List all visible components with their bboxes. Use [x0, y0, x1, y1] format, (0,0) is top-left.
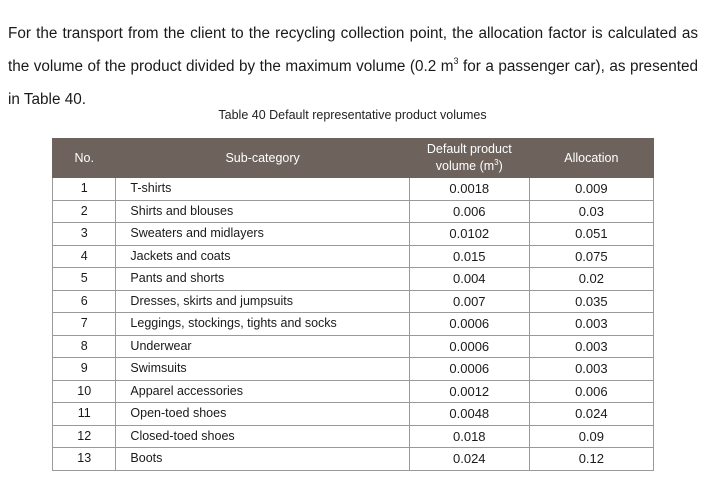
- cell-allocation: 0.12: [528, 447, 655, 471]
- cell-no: 5: [51, 267, 117, 291]
- cell-allocation: 0.006: [528, 379, 655, 403]
- paragraph-text-2: for a passenger car), as presented in Ta…: [8, 58, 698, 109]
- cell-sub-category: Pants and shorts: [115, 267, 410, 291]
- table-row: 11 Open-toed shoes 0.0048 0.024: [51, 402, 655, 426]
- cell-allocation: 0.003: [528, 357, 655, 381]
- cell-no: 8: [51, 334, 117, 358]
- cell-sub-category: Dresses, skirts and jumpsuits: [115, 289, 410, 313]
- cell-allocation: 0.09: [528, 424, 655, 448]
- cell-sub-category: Open-toed shoes: [115, 402, 410, 426]
- table-row: 12 Closed-toed shoes 0.018 0.09: [51, 424, 655, 448]
- paragraph-text-1: For the transport from the client to the…: [8, 25, 698, 76]
- cell-no: 12: [51, 424, 117, 448]
- cell-sub-category: Apparel accessories: [115, 379, 410, 403]
- cell-volume: 0.018: [408, 424, 530, 448]
- cell-volume: 0.0048: [408, 402, 530, 426]
- cell-volume: 0.006: [408, 199, 530, 223]
- cell-sub-category: Closed-toed shoes: [115, 424, 410, 448]
- table-row: 4 Jackets and coats 0.015 0.075: [51, 244, 655, 268]
- cell-allocation: 0.051: [528, 222, 655, 246]
- cell-no: 1: [51, 177, 117, 201]
- header-default-volume: Default product volume (m3): [408, 138, 530, 178]
- header-no: No.: [51, 138, 117, 178]
- cell-volume: 0.0006: [408, 357, 530, 381]
- table-row: 3 Sweaters and midlayers 0.0102 0.051: [51, 222, 655, 246]
- table-caption: Table 40 Default representative product …: [218, 108, 487, 122]
- cell-allocation: 0.035: [528, 289, 655, 313]
- table-row: 5 Pants and shorts 0.004 0.02: [51, 267, 655, 291]
- table-row: 7 Leggings, stockings, tights and socks …: [51, 312, 655, 336]
- cell-sub-category: Jackets and coats: [115, 244, 410, 268]
- cell-volume: 0.007: [408, 289, 530, 313]
- cell-allocation: 0.024: [528, 402, 655, 426]
- table-row: 6 Dresses, skirts and jumpsuits 0.007 0.…: [51, 289, 655, 313]
- table-row: 13 Boots 0.024 0.12: [51, 447, 655, 471]
- cell-sub-category: Underwear: [115, 334, 410, 358]
- cell-allocation: 0.009: [528, 177, 655, 201]
- cell-volume: 0.024: [408, 447, 530, 471]
- cell-no: 11: [51, 402, 117, 426]
- cell-no: 7: [51, 312, 117, 336]
- cell-volume: 0.0102: [408, 222, 530, 246]
- header-allocation: Allocation: [528, 138, 655, 178]
- table-row: 1 T-shirts 0.0018 0.009: [51, 177, 655, 201]
- cell-allocation: 0.03: [528, 199, 655, 223]
- cell-volume: 0.0018: [408, 177, 530, 201]
- cell-sub-category: Boots: [115, 447, 410, 471]
- cell-sub-category: T-shirts: [115, 177, 410, 201]
- table-header-row: No. Sub-category Default product volume …: [51, 138, 655, 178]
- table-row: 2 Shirts and blouses 0.006 0.03: [51, 199, 655, 223]
- cell-volume: 0.0006: [408, 334, 530, 358]
- header-volume-line2-pre: volume (m: [435, 159, 495, 173]
- cell-no: 13: [51, 447, 117, 471]
- cell-sub-category: Leggings, stockings, tights and socks: [115, 312, 410, 336]
- header-volume-line1: Default product: [426, 142, 512, 156]
- cell-no: 4: [51, 244, 117, 268]
- body-paragraph: For the transport from the client to the…: [8, 17, 698, 116]
- table-row: 9 Swimsuits 0.0006 0.003: [51, 357, 655, 381]
- product-volumes-table: No. Sub-category Default product volume …: [51, 138, 655, 471]
- cell-sub-category: Swimsuits: [115, 357, 410, 381]
- cell-no: 3: [51, 222, 117, 246]
- cell-no: 2: [51, 199, 117, 223]
- cell-no: 10: [51, 379, 117, 403]
- cell-sub-category: Shirts and blouses: [115, 199, 410, 223]
- header-volume-superscript: 3: [494, 157, 499, 167]
- cell-allocation: 0.003: [528, 334, 655, 358]
- cell-no: 9: [51, 357, 117, 381]
- header-volume-line2-post: ): [498, 159, 503, 173]
- cell-allocation: 0.02: [528, 267, 655, 291]
- cell-volume: 0.0006: [408, 312, 530, 336]
- table-row: 8 Underwear 0.0006 0.003: [51, 334, 655, 358]
- paragraph-superscript: 3: [453, 56, 459, 67]
- cell-volume: 0.0012: [408, 379, 530, 403]
- cell-volume: 0.015: [408, 244, 530, 268]
- header-sub-category: Sub-category: [115, 138, 410, 178]
- cell-sub-category: Sweaters and midlayers: [115, 222, 410, 246]
- table-row: 10 Apparel accessories 0.0012 0.006: [51, 379, 655, 403]
- cell-allocation: 0.075: [528, 244, 655, 268]
- cell-allocation: 0.003: [528, 312, 655, 336]
- cell-volume: 0.004: [408, 267, 530, 291]
- cell-no: 6: [51, 289, 117, 313]
